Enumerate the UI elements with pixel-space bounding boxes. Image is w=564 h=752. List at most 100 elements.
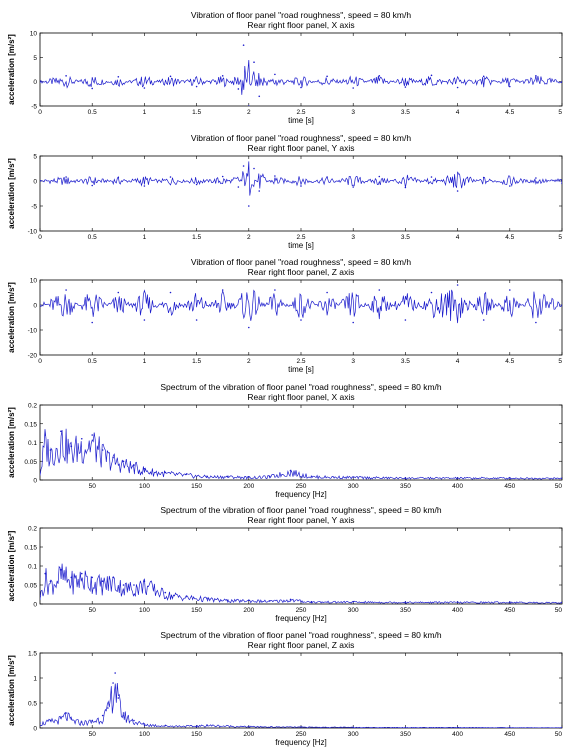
data-point	[40, 722, 41, 724]
x-tick-label: 200	[243, 607, 254, 614]
data-point	[117, 291, 120, 294]
chart-subtitle: Rear right floor panel, Y axis	[248, 143, 355, 153]
x-axis-label: frequency [Hz]	[275, 490, 327, 499]
y-tick-label: 0.05	[24, 583, 37, 590]
data-point	[535, 177, 537, 179]
series-line	[40, 289, 562, 324]
data-point	[164, 724, 167, 727]
x-tick-label: 3.5	[401, 358, 410, 365]
data-point	[352, 600, 355, 603]
data-point	[221, 75, 224, 77]
y-axis-label: acceleration [m/s²]	[7, 34, 16, 105]
y-tick-label: 0.15	[24, 421, 37, 428]
data-point	[112, 682, 114, 684]
plot-frame	[39, 155, 563, 232]
chart-title: Vibration of floor panel "road roughness…	[191, 257, 411, 267]
data-point	[456, 726, 459, 728]
data-point	[80, 437, 83, 440]
data-point	[143, 185, 146, 187]
x-tick-label: 3.5	[401, 109, 410, 116]
chart-subtitle: Rear right floor panel, X axis	[247, 392, 354, 402]
y-axis-label: acceleration [m/s²]	[7, 530, 16, 601]
y-tick-label: 0.1	[28, 440, 37, 447]
y-axis-label: acceleration [m/s²]	[7, 655, 16, 726]
data-point	[509, 726, 511, 728]
data-point	[300, 726, 302, 728]
x-tick-label: 150	[191, 607, 202, 614]
data-point	[535, 75, 537, 77]
data-point	[49, 580, 52, 582]
data-point	[40, 180, 41, 182]
y-axis-label: acceleration [m/s²]	[7, 407, 16, 478]
data-point	[112, 576, 114, 579]
data-point	[133, 719, 135, 722]
series-line	[40, 59, 562, 95]
x-tick-label: 2	[247, 109, 251, 116]
chart-title: Spectrum of the vibration of floor panel…	[160, 505, 442, 515]
data-point	[404, 601, 407, 603]
data-point	[101, 580, 104, 582]
y-tick-label: 1	[33, 676, 37, 683]
chart-title: Vibration of floor panel "road roughness…	[191, 133, 411, 143]
y-axis-label: acceleration [m/s²]	[7, 158, 16, 229]
y-tick-label: -5	[31, 104, 37, 111]
data-point	[274, 175, 276, 177]
data-point	[40, 304, 41, 306]
data-point	[258, 95, 261, 98]
data-point	[91, 87, 93, 90]
data-point	[352, 321, 355, 324]
data-point	[300, 86, 302, 89]
data-point	[65, 712, 67, 714]
chart-title: Spectrum of the vibration of floor panel…	[160, 382, 442, 392]
data-point	[248, 599, 250, 601]
x-tick-label: 50	[89, 731, 97, 738]
y-tick-label: -10	[28, 328, 38, 335]
data-point	[195, 319, 198, 321]
data-point	[456, 190, 459, 192]
plot-frame	[39, 527, 563, 605]
x-tick-label: 300	[348, 607, 359, 614]
data-point	[404, 86, 407, 88]
chart-2: Vibration of floor panel "road roughness…	[7, 133, 563, 250]
x-tick-label: 100	[139, 607, 150, 614]
data-point	[242, 165, 245, 167]
data-point	[456, 86, 459, 89]
x-tick-label: 250	[296, 483, 307, 490]
data-point	[258, 190, 261, 192]
data-point	[378, 175, 381, 178]
data-point	[509, 289, 511, 291]
data-point	[274, 289, 276, 291]
data-point	[430, 176, 433, 178]
data-point	[206, 475, 208, 478]
data-point	[300, 185, 302, 187]
y-tick-label: 5	[33, 154, 37, 161]
data-point	[310, 600, 313, 603]
data-point	[133, 464, 135, 466]
data-point	[185, 595, 187, 598]
data-point	[117, 176, 120, 179]
chart-5: Spectrum of the vibration of floor panel…	[7, 505, 563, 623]
data-point	[352, 476, 355, 478]
data-point	[561, 80, 562, 83]
plot-frame	[39, 404, 563, 481]
x-tick-label: 1.5	[192, 358, 201, 365]
x-tick-label: 350	[400, 731, 411, 738]
y-axis-label: acceleration [m/s²]	[7, 282, 16, 353]
data-point	[164, 591, 167, 594]
data-point	[561, 726, 562, 728]
data-point	[122, 712, 125, 714]
data-point	[404, 726, 407, 728]
x-tick-label: 0	[38, 358, 42, 365]
data-point	[143, 87, 146, 89]
data-point	[91, 576, 93, 579]
data-point	[143, 723, 146, 725]
x-tick-label: 50	[89, 483, 97, 490]
data-point	[482, 75, 485, 78]
data-point	[300, 319, 302, 321]
data-point	[122, 460, 125, 463]
data-point	[195, 725, 198, 727]
data-point	[352, 87, 355, 89]
data-point	[310, 475, 313, 478]
x-tick-label: 50	[555, 731, 563, 738]
